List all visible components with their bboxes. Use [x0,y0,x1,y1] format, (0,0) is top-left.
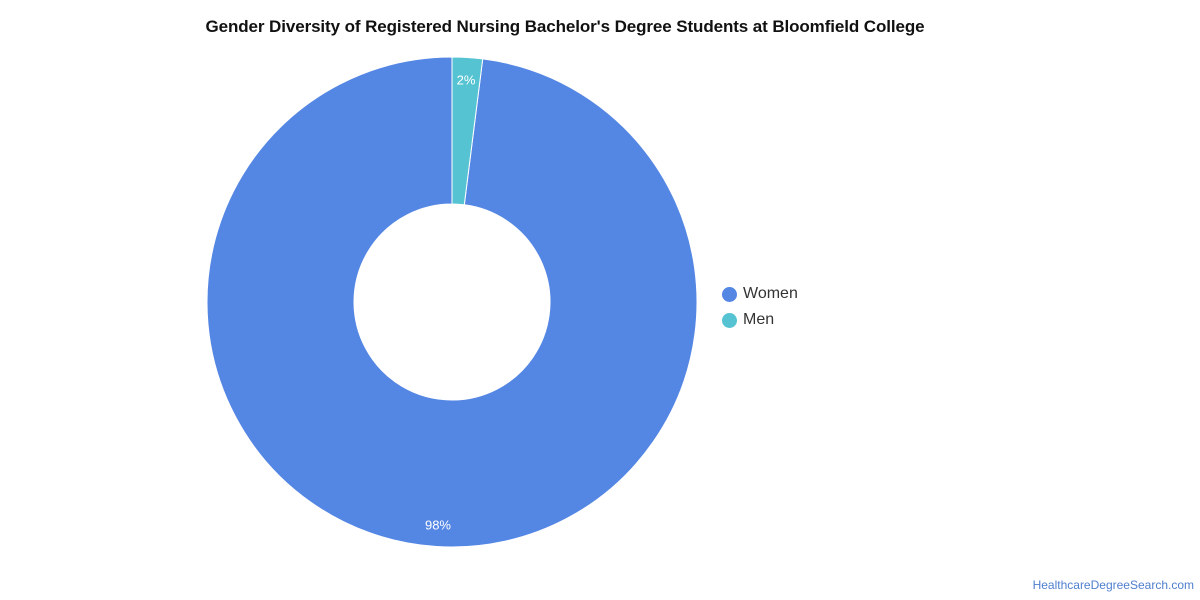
slice-label-women: 98% [425,518,451,533]
donut-slice-labels: 98% 2% [425,72,476,532]
legend-item-women[interactable]: Women [722,281,798,307]
legend-swatch-men [722,312,737,328]
legend-swatch-women [722,286,737,302]
legend-item-men[interactable]: Men [722,307,798,333]
slice-label-men: 2% [457,72,476,87]
slice-women[interactable] [206,56,698,548]
slice-men[interactable] [451,56,484,206]
source-link[interactable]: HealthcareDegreeSearch.com [1032,578,1194,592]
legend: Women Men [722,281,798,333]
legend-label-women: Women [743,285,798,302]
donut-slices [206,56,698,548]
legend-label-men: Men [743,311,775,328]
chart-title: Gender Diversity of Registered Nursing B… [205,17,925,36]
